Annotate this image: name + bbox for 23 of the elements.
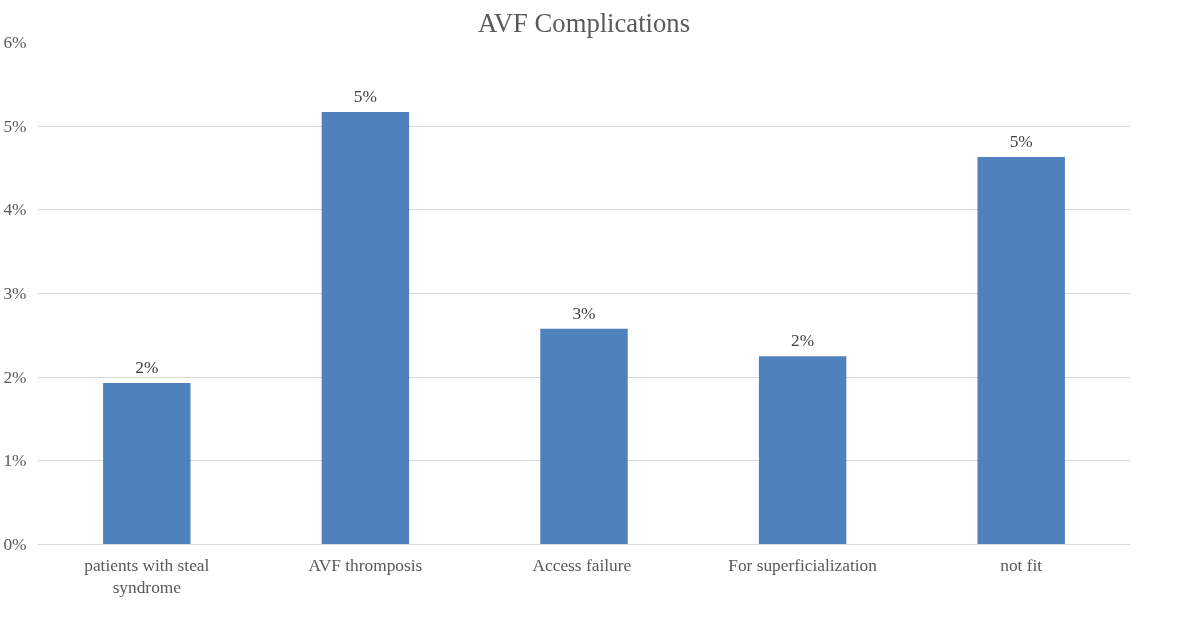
bar	[321, 111, 410, 545]
bar	[540, 328, 628, 545]
x-tick-label: For superficialization	[728, 555, 878, 575]
x-tick-label: Access failure	[532, 555, 632, 575]
y-tick-label: 6%	[3, 33, 27, 52]
bar	[103, 383, 191, 545]
bar	[977, 157, 1065, 545]
data-label: 5%	[1009, 132, 1033, 152]
data-label: 2%	[791, 331, 815, 351]
y-tick-label: 5%	[3, 116, 27, 136]
x-tick-label: patients with steal syndrome	[84, 555, 210, 598]
x-tick-label: not fit	[1000, 555, 1043, 575]
y-tick-label: 4%	[3, 200, 27, 220]
chart-title: AVF Complications	[477, 7, 691, 38]
y-tick-label: 1%	[3, 451, 27, 471]
x-tick-label: AVF thromposis	[308, 555, 423, 575]
y-tick-label: 3%	[3, 284, 27, 303]
y-tick-label: 2%	[3, 367, 27, 387]
data-label: 5%	[353, 86, 377, 106]
bar	[758, 356, 847, 545]
data-label: 2%	[135, 358, 159, 378]
data-label: 3%	[572, 303, 596, 323]
y-tick-label: 0%	[3, 535, 27, 554]
